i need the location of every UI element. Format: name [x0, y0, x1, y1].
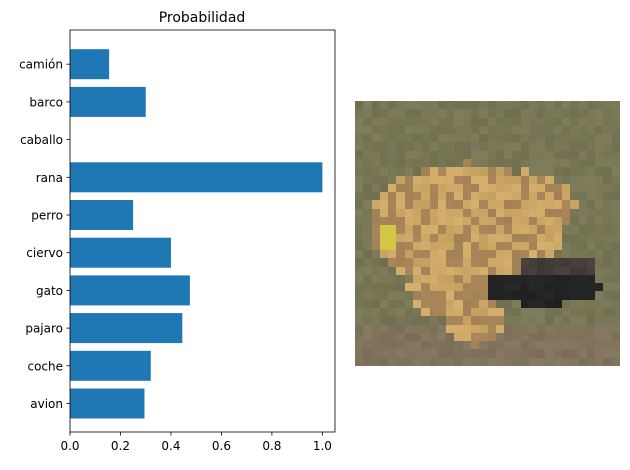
axes-frame: [69, 29, 336, 433]
category-label: gato: [36, 284, 63, 298]
x-tick-label: 0.2: [111, 439, 130, 453]
bar-camión: [70, 49, 110, 80]
category-label: rana: [36, 171, 63, 185]
bar-avion: [70, 388, 145, 419]
x-tick-label: 0.0: [60, 439, 79, 453]
x-tick-label: 0.6: [212, 439, 231, 453]
x-tick-label: 0.4: [161, 439, 180, 453]
category-label: avion: [30, 397, 63, 411]
category-label: coche: [27, 359, 63, 373]
category-label: ciervo: [26, 246, 63, 260]
category-label: perro: [31, 209, 63, 223]
pixelated-frog-picture: [355, 101, 620, 366]
category-label: barco: [29, 95, 63, 109]
bar-coche: [70, 350, 151, 381]
bar-barco: [70, 86, 146, 117]
bar-ciervo: [70, 237, 171, 268]
bar-pajaro: [70, 313, 183, 344]
category-label: caballo: [20, 133, 63, 147]
x-tick-label: 0.8: [262, 439, 281, 453]
bar-gato: [70, 275, 190, 306]
category-label: pajaro: [25, 322, 63, 336]
chart-title: Probabilidad: [159, 10, 246, 26]
bar-perro: [70, 200, 134, 230]
bar-rana: [70, 162, 323, 193]
frog-image: [355, 101, 620, 366]
category-label: camión: [19, 58, 63, 72]
x-tick-label: 1.0: [313, 439, 332, 453]
axes: avion coche pajaro gato ciervo perro rana cabal…: [19, 29, 336, 453]
